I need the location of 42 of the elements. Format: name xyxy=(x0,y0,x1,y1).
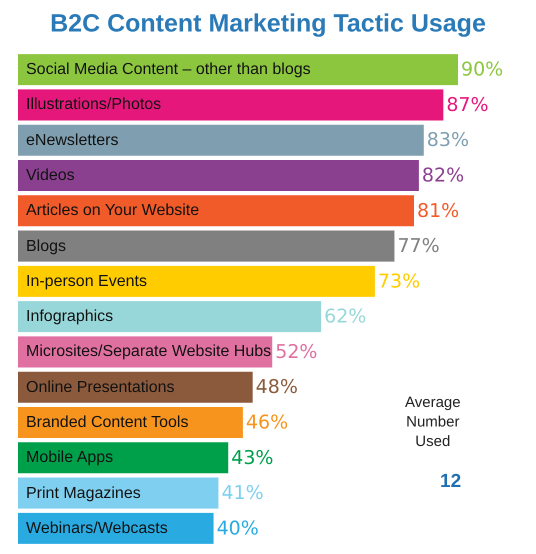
data-label: 90% xyxy=(461,58,504,81)
y-tick-label: Microsites/Separate Website Hubs xyxy=(26,343,272,360)
y-tick-label: Print Magazines xyxy=(26,485,141,502)
bar xyxy=(18,160,419,192)
bar xyxy=(18,478,218,509)
y-tick-label: In-person Events xyxy=(26,273,147,290)
y-tick-label: Videos xyxy=(26,167,75,184)
data-label: 83% xyxy=(426,129,470,152)
y-tick-label: Illustrations/Photos xyxy=(26,96,162,113)
bar xyxy=(18,89,444,120)
data-label: 62% xyxy=(324,306,366,328)
annotation: Average Number Used xyxy=(405,394,461,450)
data-label: 77% xyxy=(397,235,440,258)
bar xyxy=(18,372,253,403)
data-label: 48% xyxy=(256,376,298,398)
y-tick-label: Articles on Your Website xyxy=(26,202,200,219)
y-tick-label: eNewsletters xyxy=(26,132,118,149)
y-tick-label: Social Media Content – other than blogs xyxy=(26,61,311,78)
data-label: 43% xyxy=(231,446,274,469)
annotation: 12 xyxy=(440,471,462,492)
data-label: 40% xyxy=(216,517,259,540)
bar xyxy=(18,266,375,297)
data-label: 46% xyxy=(246,412,288,434)
data-label: 41% xyxy=(221,482,264,504)
bar xyxy=(18,230,394,262)
y-tick-label: Online Presentations xyxy=(26,379,175,396)
bar xyxy=(18,195,414,226)
y-tick-label: Webinars/Webcasts xyxy=(26,520,168,537)
y-tick-label: Infographics xyxy=(26,308,114,325)
bar xyxy=(18,54,458,86)
data-label: 52% xyxy=(275,340,318,363)
bar xyxy=(18,442,228,474)
y-tick-label: Branded Content Tools xyxy=(26,414,188,431)
y-tick-label: Mobile Apps xyxy=(26,449,114,466)
chart-title: B2C Content Marketing Tactic Usage xyxy=(50,9,486,38)
y-tick-label: Blogs xyxy=(26,238,66,255)
data-label: 82% xyxy=(422,164,464,186)
bar xyxy=(18,124,424,156)
bar xyxy=(18,301,322,332)
data-label: 73% xyxy=(378,270,420,292)
data-label: 87% xyxy=(446,94,489,116)
data-label: 81% xyxy=(417,200,460,222)
